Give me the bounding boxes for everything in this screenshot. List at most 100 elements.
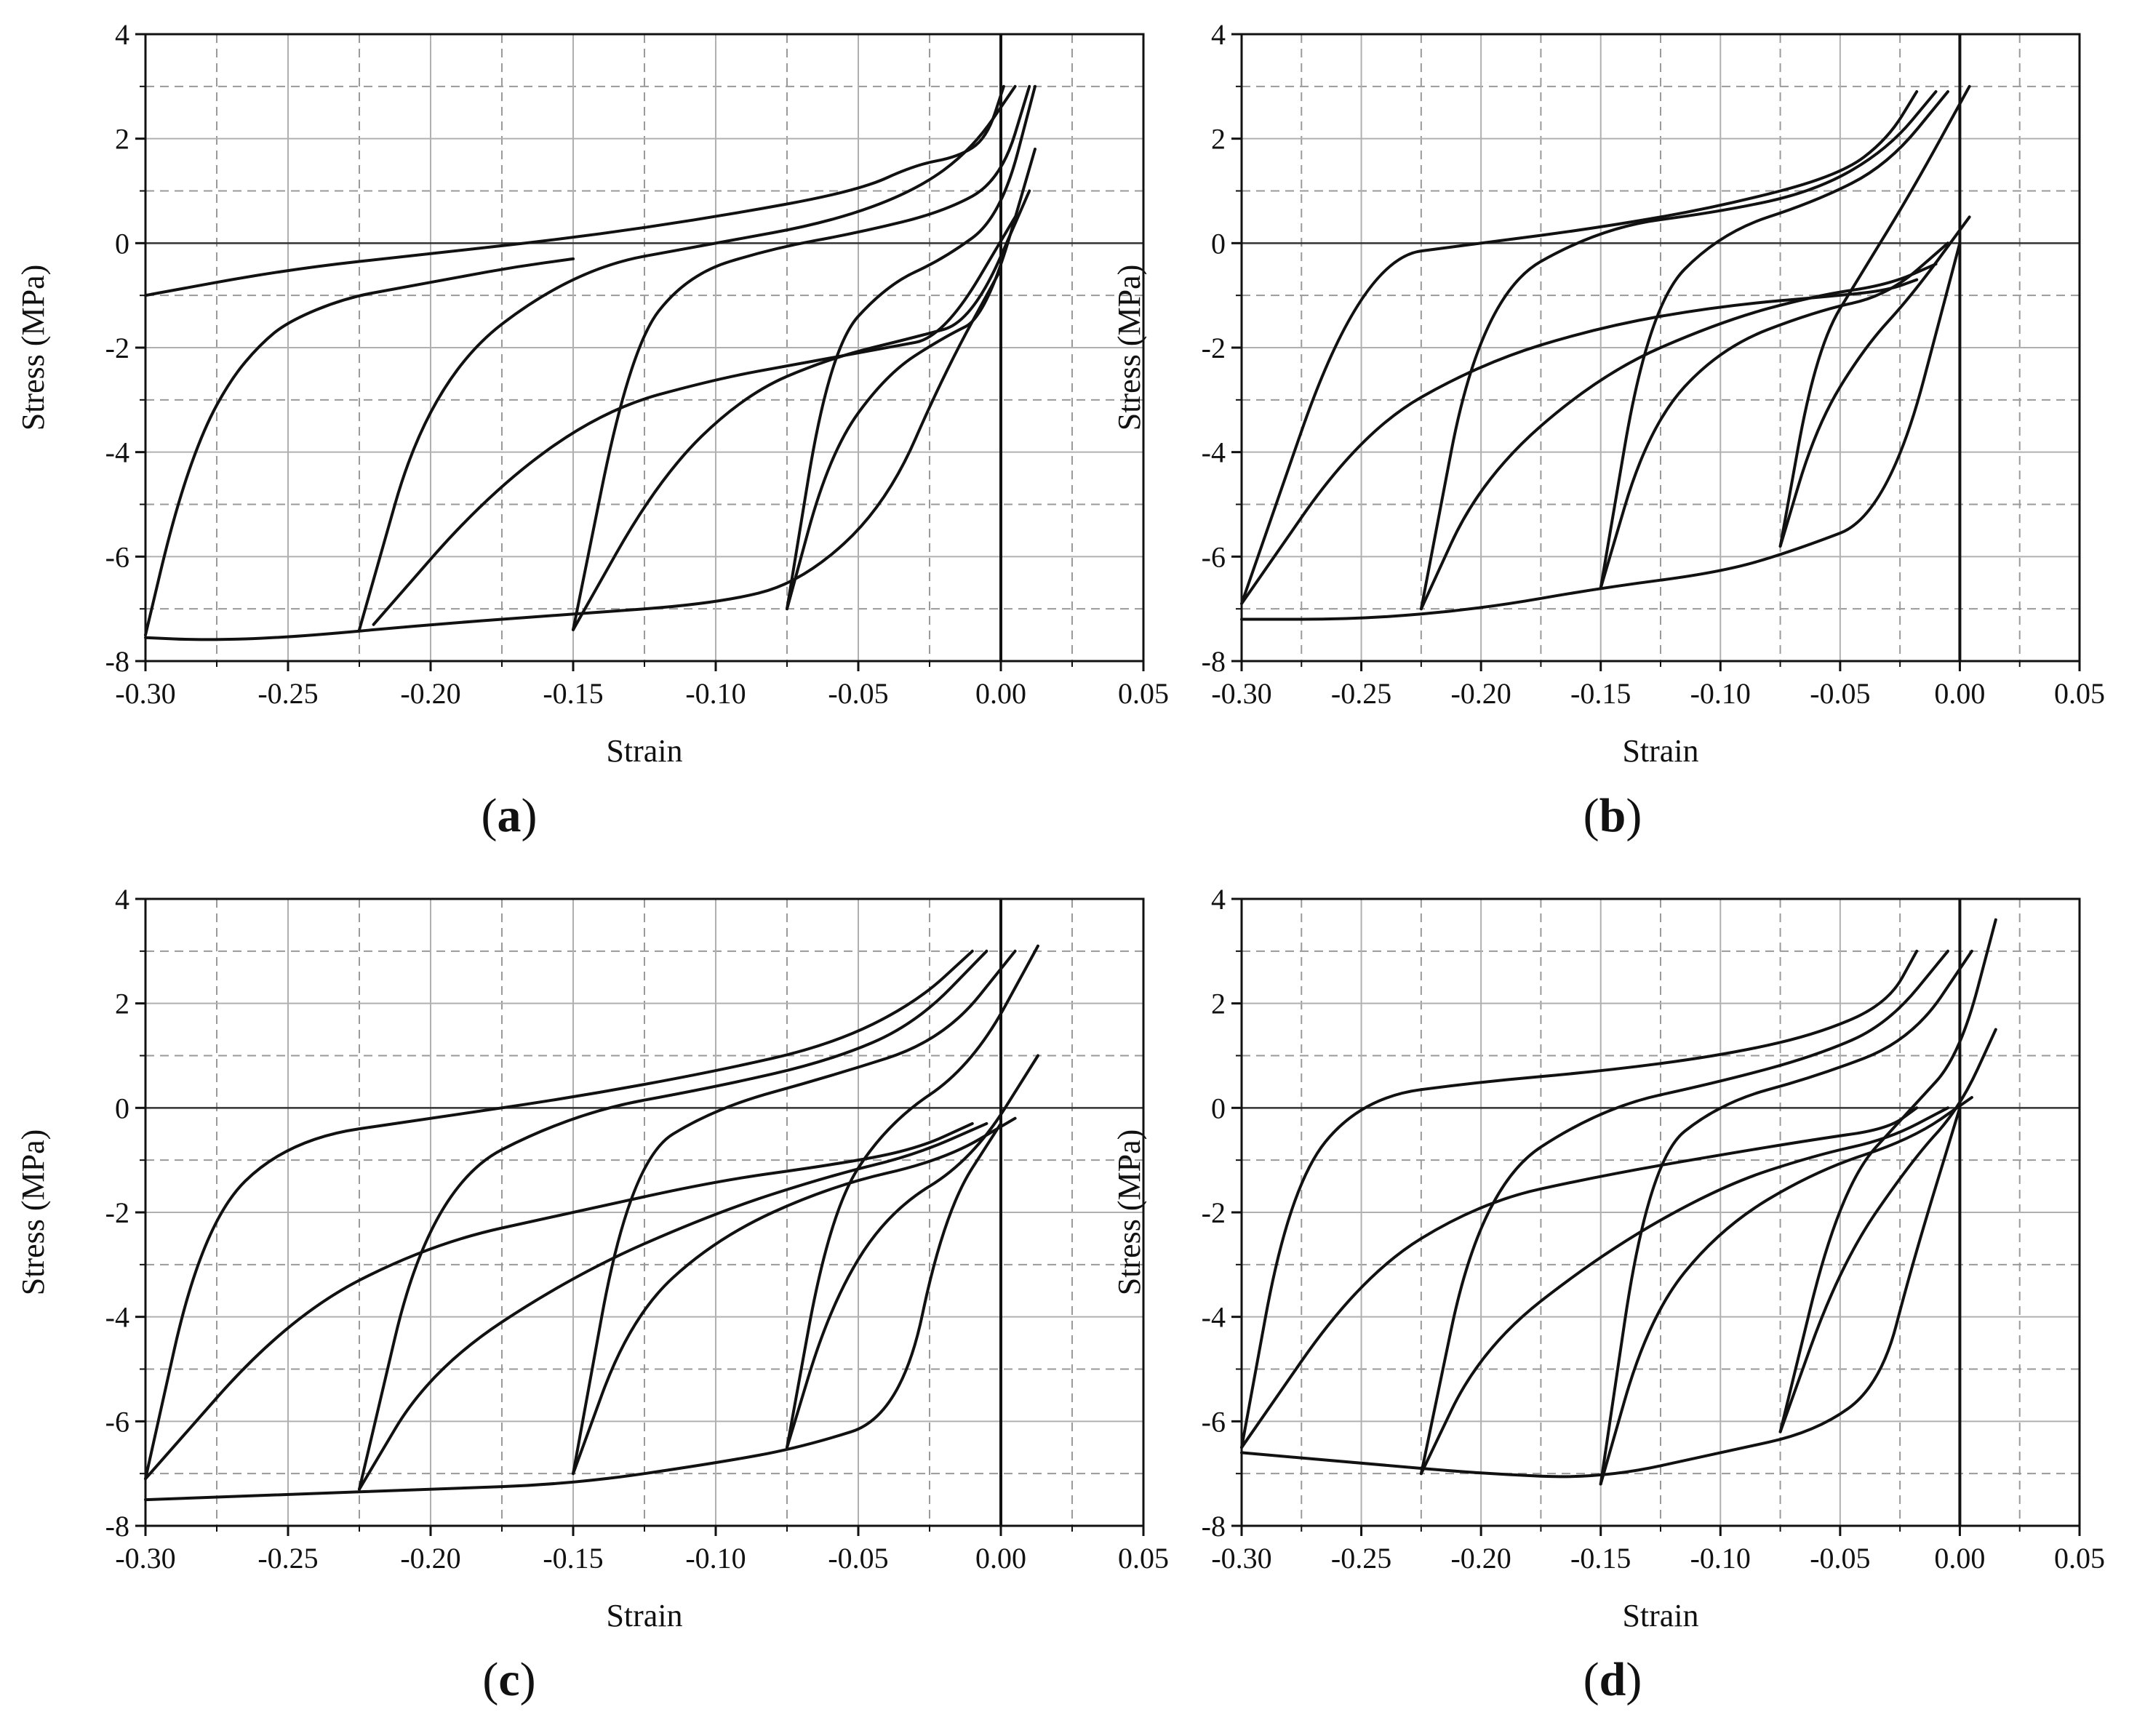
series-line-cycle-2-lower — [372, 215, 1017, 626]
x-tick-label: -0.20 — [400, 677, 460, 710]
panel-caption: (c) — [482, 1653, 535, 1706]
x-axis-title: Strain — [606, 1598, 682, 1633]
chart-panel-a: -0.30 -0.25 -0.20 -0.15 -0.10 -0.05 0.00 0.05 -8… — [15, 18, 1169, 842]
y-tick-label: 0 — [1211, 1092, 1226, 1124]
chart-panel-b: -0.30 -0.25 -0.20 -0.15 -0.10 -0.05 0.00 0.05 -8… — [1111, 18, 2105, 842]
y-tick-label: -2 — [1202, 332, 1226, 364]
series-line-cycle-2-lower — [358, 1121, 988, 1491]
panels-group: -0.30 -0.25 -0.20 -0.15 -0.10 -0.05 0.00 0.05 -8… — [15, 18, 2105, 1706]
series-line-cycle-2-lower — [1419, 1106, 1949, 1476]
series-line-cycle-3-lower — [572, 1116, 1017, 1476]
series-line-cycle-3-upper — [1599, 90, 1949, 590]
y-tick-label: -6 — [105, 540, 129, 573]
y-tick-label: 2 — [115, 123, 129, 156]
x-tick-label: 0.05 — [1118, 1542, 1169, 1575]
x-tick-label: 0.05 — [2054, 677, 2105, 710]
series-group — [144, 944, 1039, 1502]
series-line-cycle-3-lower — [1599, 1096, 1973, 1486]
series-line-cycle-4-upper — [1778, 84, 1971, 548]
series-line-cycle-4-upper — [786, 84, 1036, 611]
series-group — [1240, 84, 1971, 621]
x-tick-label: -0.15 — [543, 677, 603, 710]
y-axis-title: Stress (MPa) — [1111, 265, 1147, 431]
x-axis-title: Strain — [1622, 1598, 1698, 1633]
x-tick-label: -0.10 — [1690, 1542, 1751, 1575]
x-tick-label: 0.00 — [975, 677, 1026, 710]
y-tick-label: -6 — [1202, 1405, 1226, 1438]
y-tick-label: -4 — [105, 1301, 129, 1334]
series-line-cycle-1-base — [144, 1121, 1002, 1502]
series-line-cycle-2-upper — [1419, 90, 1938, 611]
x-tick-label: -0.05 — [1810, 1542, 1870, 1575]
series-line-cycle-2-upper — [358, 84, 1017, 631]
x-tick-label: -0.25 — [257, 1542, 318, 1575]
series-line-cycle-2-upper — [1419, 949, 1949, 1476]
series-line-cycle-1-unload — [144, 257, 575, 637]
x-tick-label: -0.20 — [1450, 677, 1511, 710]
series-line-cycle-3-upper — [1599, 949, 1973, 1486]
series-line-cycle-3-lower — [572, 189, 1031, 631]
y-tick-label: 2 — [1211, 988, 1226, 1020]
x-tick-label: 0.00 — [1934, 677, 1985, 710]
y-tick-label: 4 — [115, 18, 129, 51]
series-line-cycle-1-lower — [144, 268, 1002, 641]
y-tick-label: 4 — [1211, 883, 1226, 916]
y-tick-label: 4 — [115, 883, 129, 916]
gridlines — [145, 898, 1144, 1527]
y-axis-title: Stress (MPa) — [15, 1129, 51, 1296]
series-line-cycle-4-lower — [786, 148, 1036, 611]
y-tick-label: -6 — [1202, 540, 1226, 573]
x-tick-label: -0.05 — [1810, 677, 1870, 710]
x-tick-label: 0.05 — [2054, 1542, 2105, 1575]
series-line-cycle-4-upper — [1778, 918, 1997, 1433]
x-tick-label: 0.00 — [1934, 1542, 1985, 1575]
x-tick-label: -0.25 — [1331, 1542, 1391, 1575]
y-axis-title: Stress (MPa) — [15, 265, 51, 431]
series-line-cycle-1-base — [1240, 1106, 1962, 1479]
y-tick-label: 0 — [115, 227, 129, 260]
x-tick-label: -0.05 — [828, 1542, 888, 1575]
x-tick-label: -0.20 — [400, 1542, 460, 1575]
series-line-cycle-1-upper — [1240, 949, 1919, 1449]
x-tick-label: 0.05 — [1118, 677, 1169, 710]
x-tick-label: -0.10 — [685, 1542, 746, 1575]
series-group — [1240, 918, 1997, 1486]
series-line-cycle-3-lower — [1599, 241, 1949, 590]
series-line-cycle-4-lower — [786, 1054, 1039, 1449]
x-tick-label: -0.30 — [1211, 1542, 1271, 1575]
x-tick-label: -0.10 — [1690, 677, 1751, 710]
x-tick-label: -0.15 — [1570, 1542, 1631, 1575]
panel-caption: (a) — [482, 789, 538, 842]
y-tick-label: 4 — [1211, 18, 1226, 51]
x-tick-label: -0.15 — [543, 1542, 603, 1575]
series-line-cycle-2-upper — [358, 949, 988, 1491]
panel-caption: (b) — [1583, 789, 1642, 842]
panel-caption: (d) — [1583, 1653, 1642, 1706]
y-tick-label: -8 — [1202, 1510, 1226, 1543]
y-tick-label: -2 — [1202, 1196, 1226, 1229]
y-tick-label: -8 — [105, 1510, 129, 1543]
y-tick-label: -8 — [105, 645, 129, 678]
series-line-cycle-4-upper — [786, 944, 1039, 1449]
y-tick-label: -4 — [1202, 436, 1226, 469]
y-tick-label: -6 — [105, 1405, 129, 1438]
series-line-cycle-1-base — [1240, 241, 1962, 621]
series-line-cycle-3-upper — [572, 949, 1017, 1476]
y-tick-label: -8 — [1202, 645, 1226, 678]
x-tick-label: 0.00 — [975, 1542, 1026, 1575]
gridlines — [145, 33, 1144, 662]
series-line-cycle-4-lower — [1778, 215, 1971, 548]
x-tick-label: -0.30 — [115, 677, 175, 710]
y-tick-label: -2 — [105, 332, 129, 364]
series-line-cycle-1-upper — [1240, 90, 1919, 605]
y-tick-label: 0 — [1211, 227, 1226, 260]
x-tick-label: -0.15 — [1570, 677, 1631, 710]
y-tick-label: -4 — [105, 436, 129, 469]
x-tick-label: -0.25 — [257, 677, 318, 710]
chart-panel-d: -0.30 -0.25 -0.20 -0.15 -0.10 -0.05 0.00 0.05 -8… — [1111, 883, 2105, 1706]
chart-panel-c: -0.30 -0.25 -0.20 -0.15 -0.10 -0.05 0.00 0.05 -8… — [15, 883, 1169, 1706]
y-axis-title: Stress (MPa) — [1111, 1129, 1147, 1296]
series-group — [144, 84, 1036, 641]
x-tick-label: -0.30 — [115, 1542, 175, 1575]
